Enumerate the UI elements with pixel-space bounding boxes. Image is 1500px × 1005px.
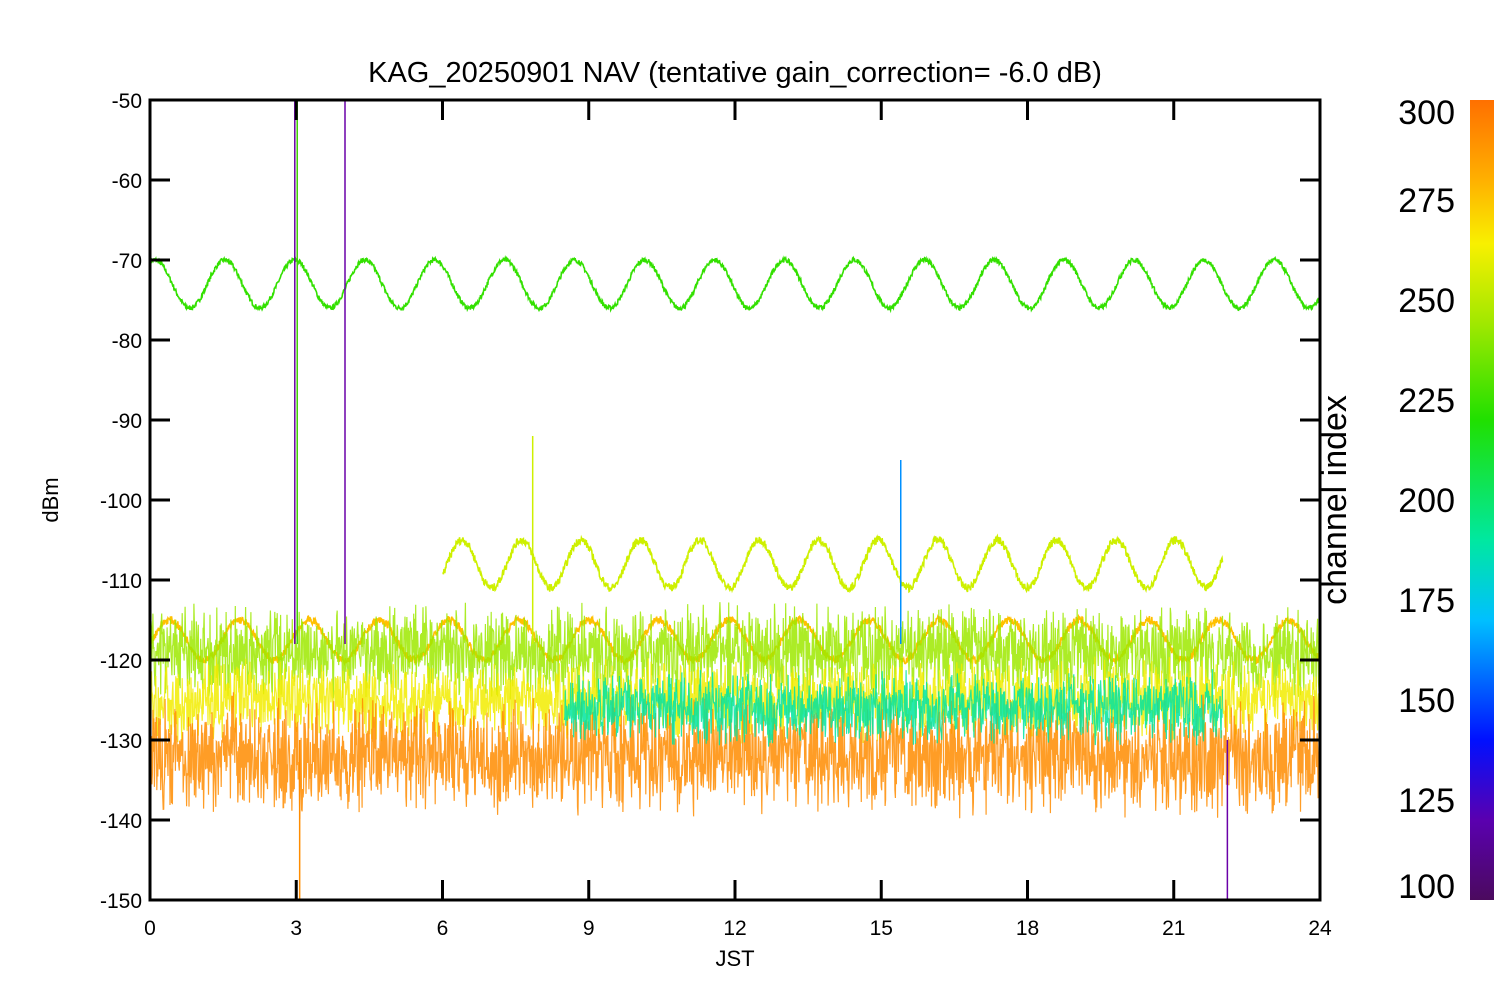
y-axis: -50 -60 -70 -80 -90 -100 -110 -120 -130 -140 -150 [100, 90, 1320, 913]
x-tick-label: 9 [583, 917, 595, 940]
y-tick-label: -80 [112, 330, 142, 353]
y-tick-label: -90 [112, 410, 142, 433]
colorbar-ticks: 300 275 250 225 200 175 150 125 100 [1398, 94, 1455, 906]
series-line-6 [563, 669, 1224, 747]
x-tick-label: 0 [144, 917, 156, 940]
y-tick-label: -70 [112, 250, 142, 273]
x-axis-label: JST [715, 946, 754, 971]
y-tick-label: -130 [100, 730, 142, 753]
series-line-3 [150, 602, 1320, 703]
series-line-1 [442, 533, 1224, 594]
colorbar-tick-label: 125 [1398, 782, 1455, 820]
colorbar-tick-label: 100 [1398, 868, 1455, 906]
colorbar-tick-label: 175 [1398, 582, 1455, 620]
y-tick-label: -100 [100, 490, 142, 513]
x-tick-label: 6 [437, 917, 449, 940]
series-line-0 [150, 254, 1320, 314]
y-tick-label: -110 [102, 570, 142, 593]
colorbar-label: channel index [1316, 395, 1354, 605]
colorbar-tick-label: 275 [1398, 182, 1455, 220]
colorbar [1470, 100, 1494, 900]
data-layer [150, 100, 1320, 900]
y-tick-label: -50 [112, 90, 142, 113]
x-tick-label: 15 [870, 917, 893, 940]
colorbar-tick-label: 150 [1398, 682, 1455, 720]
x-tick-label: 18 [1016, 917, 1039, 940]
x-tick-label: 21 [1162, 917, 1185, 940]
colorbar-tick-label: 250 [1398, 282, 1455, 320]
y-tick-label: -140 [100, 810, 142, 833]
x-axis: 0 3 6 9 12 15 18 21 24 [144, 100, 1332, 940]
colorbar-tick-label: 225 [1398, 382, 1455, 420]
x-tick-label: 24 [1308, 917, 1332, 940]
y-tick-label: -120 [100, 650, 142, 673]
colorbar-tick-label: 200 [1398, 482, 1455, 520]
x-tick-label: 12 [723, 917, 746, 940]
y-tick-label: -150 [100, 890, 142, 913]
chart-title: KAG_20250901 NAV (tentative gain_correct… [368, 57, 1102, 89]
x-tick-label: 3 [290, 917, 302, 940]
y-axis-label: dBm [38, 477, 63, 522]
colorbar-tick-label: 300 [1398, 94, 1455, 132]
y-tick-label: -60 [112, 170, 142, 193]
